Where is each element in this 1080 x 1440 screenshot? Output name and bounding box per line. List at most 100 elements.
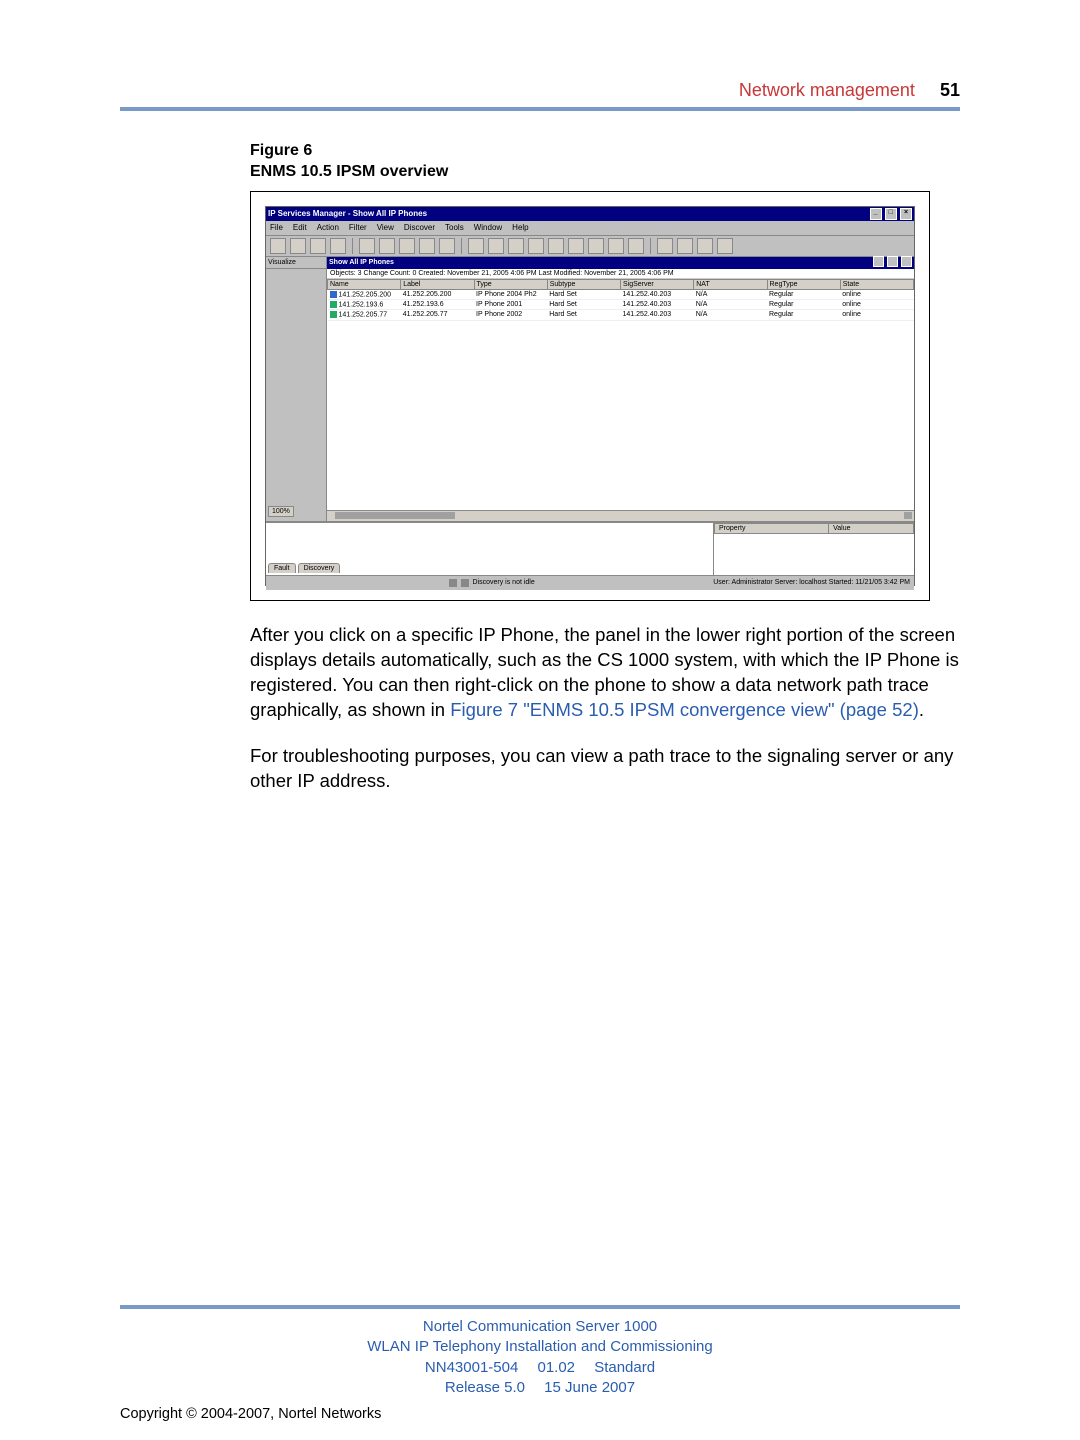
cell: Hard Set <box>547 299 620 309</box>
lower-panels: Fault Discovery Property Value <box>266 522 914 575</box>
toolbar-button[interactable] <box>270 238 286 254</box>
toolbar-button[interactable] <box>508 238 524 254</box>
cell: 141.252.40.203 <box>621 299 694 309</box>
toolbar-button[interactable] <box>628 238 644 254</box>
figure-number: Figure 6 <box>250 141 960 162</box>
tab-discovery[interactable]: Discovery <box>298 563 341 573</box>
toolbar-button[interactable] <box>657 238 673 254</box>
status-icon <box>461 579 469 587</box>
para-text: . <box>919 699 924 720</box>
menu-window[interactable]: Window <box>474 223 502 232</box>
left-pane-label: Visualize <box>266 257 326 269</box>
phone-icon <box>330 291 337 298</box>
app-window: IP Services Manager - Show All IP Phones… <box>265 206 915 586</box>
toolbar <box>266 236 914 257</box>
properties-table: Property Value <box>714 523 914 534</box>
col-regtype[interactable]: RegType <box>767 279 840 289</box>
table-row[interactable]: 141.252.193.6 41.252.193.6 IP Phone 2001… <box>328 299 914 309</box>
cell: Hard Set <box>547 289 620 299</box>
cell: 141.252.193.6 <box>339 301 384 308</box>
copyright-text: Copyright © 2004-2007, Nortel Networks <box>120 1406 381 1422</box>
window-title: IP Services Manager - Show All IP Phones <box>268 209 427 218</box>
section-name: Network management <box>739 80 915 100</box>
cell: online <box>840 310 913 320</box>
minimize-icon[interactable]: _ <box>870 208 882 220</box>
menu-help[interactable]: Help <box>512 223 528 232</box>
menu-file[interactable]: File <box>270 223 283 232</box>
table-row[interactable]: 141.252.205.77 41.252.205.77 IP Phone 20… <box>328 310 914 320</box>
maximize-icon[interactable]: □ <box>885 208 897 220</box>
cell: N/A <box>694 310 767 320</box>
menubar: File Edit Action Filter View Discover To… <box>266 221 914 236</box>
col-property[interactable]: Property <box>715 523 829 533</box>
top-rule <box>120 107 960 111</box>
toolbar-button[interactable] <box>548 238 564 254</box>
cell: IP Phone 2004 Ph2 <box>474 289 547 299</box>
footer-line-2: WLAN IP Telephony Installation and Commi… <box>120 1337 960 1357</box>
cell: 41.252.193.6 <box>401 299 474 309</box>
zoom-indicator[interactable]: 100% <box>268 506 294 517</box>
figure-link[interactable]: Figure 7 "ENMS 10.5 IPSM convergence vie… <box>450 699 919 720</box>
running-header: Network management 51 <box>120 80 960 101</box>
col-label[interactable]: Label <box>401 279 474 289</box>
col-sigserver[interactable]: SigServer <box>621 279 694 289</box>
cell: 141.252.40.203 <box>621 310 694 320</box>
horizontal-scrollbar[interactable] <box>327 510 914 521</box>
toolbar-button[interactable] <box>330 238 346 254</box>
col-subtype[interactable]: Subtype <box>547 279 620 289</box>
cell: Regular <box>767 299 840 309</box>
menu-discover[interactable]: Discover <box>404 223 435 232</box>
bottom-rule <box>120 1305 960 1309</box>
toolbar-button[interactable] <box>419 238 435 254</box>
col-nat[interactable]: NAT <box>694 279 767 289</box>
menu-view[interactable]: View <box>377 223 394 232</box>
col-state[interactable]: State <box>840 279 913 289</box>
scrollbar-thumb[interactable] <box>335 512 455 519</box>
toolbar-button[interactable] <box>399 238 415 254</box>
menu-filter[interactable]: Filter <box>349 223 367 232</box>
footer-line-4: Release 5.0 15 June 2007 <box>120 1378 960 1398</box>
toolbar-button[interactable] <box>608 238 624 254</box>
table-header-row: Name Label Type Subtype SigServer NAT Re… <box>328 279 914 289</box>
maximize-icon[interactable] <box>887 256 898 267</box>
toolbar-button[interactable] <box>717 238 733 254</box>
toolbar-button[interactable] <box>588 238 604 254</box>
tab-fault[interactable]: Fault <box>268 563 296 573</box>
cell: IP Phone 2002 <box>474 310 547 320</box>
scrollbar-arrow-right-icon[interactable] <box>904 512 912 519</box>
status-center-text: Discovery is not idle <box>473 579 535 586</box>
minimize-icon[interactable] <box>873 256 884 267</box>
close-icon[interactable]: × <box>900 208 912 220</box>
col-value[interactable]: Value <box>829 523 914 533</box>
page-number: 51 <box>940 80 960 100</box>
close-icon[interactable] <box>901 256 912 267</box>
titlebar: IP Services Manager - Show All IP Phones… <box>266 207 914 221</box>
toolbar-button[interactable] <box>439 238 455 254</box>
toolbar-button[interactable] <box>528 238 544 254</box>
status-right-text: User: Administrator Server: localhost St… <box>713 579 910 586</box>
child-titlebar: Show All IP Phones <box>327 257 914 269</box>
menu-edit[interactable]: Edit <box>293 223 307 232</box>
toolbar-button[interactable] <box>468 238 484 254</box>
figure-caption: Figure 6 ENMS 10.5 IPSM overview <box>250 141 960 183</box>
toolbar-separator <box>352 238 353 254</box>
menu-tools[interactable]: Tools <box>445 223 464 232</box>
toolbar-button[interactable] <box>290 238 306 254</box>
col-name[interactable]: Name <box>328 279 401 289</box>
phone-icon <box>330 311 337 318</box>
phones-table: Name Label Type Subtype SigServer NAT Re… <box>327 279 914 321</box>
menu-action[interactable]: Action <box>317 223 339 232</box>
status-info-line: Objects: 3 Change Count: 0 Created: Nove… <box>327 269 914 279</box>
toolbar-button[interactable] <box>379 238 395 254</box>
table-row[interactable]: 141.252.205.200 41.252.205.200 IP Phone … <box>328 289 914 299</box>
cell: Hard Set <box>547 310 620 320</box>
workarea: Visualize 100% Show All IP Phones Object… <box>266 257 914 522</box>
toolbar-button[interactable] <box>359 238 375 254</box>
toolbar-button[interactable] <box>697 238 713 254</box>
col-type[interactable]: Type <box>474 279 547 289</box>
toolbar-button[interactable] <box>488 238 504 254</box>
toolbar-button[interactable] <box>568 238 584 254</box>
cell: Regular <box>767 310 840 320</box>
toolbar-button[interactable] <box>310 238 326 254</box>
toolbar-button[interactable] <box>677 238 693 254</box>
